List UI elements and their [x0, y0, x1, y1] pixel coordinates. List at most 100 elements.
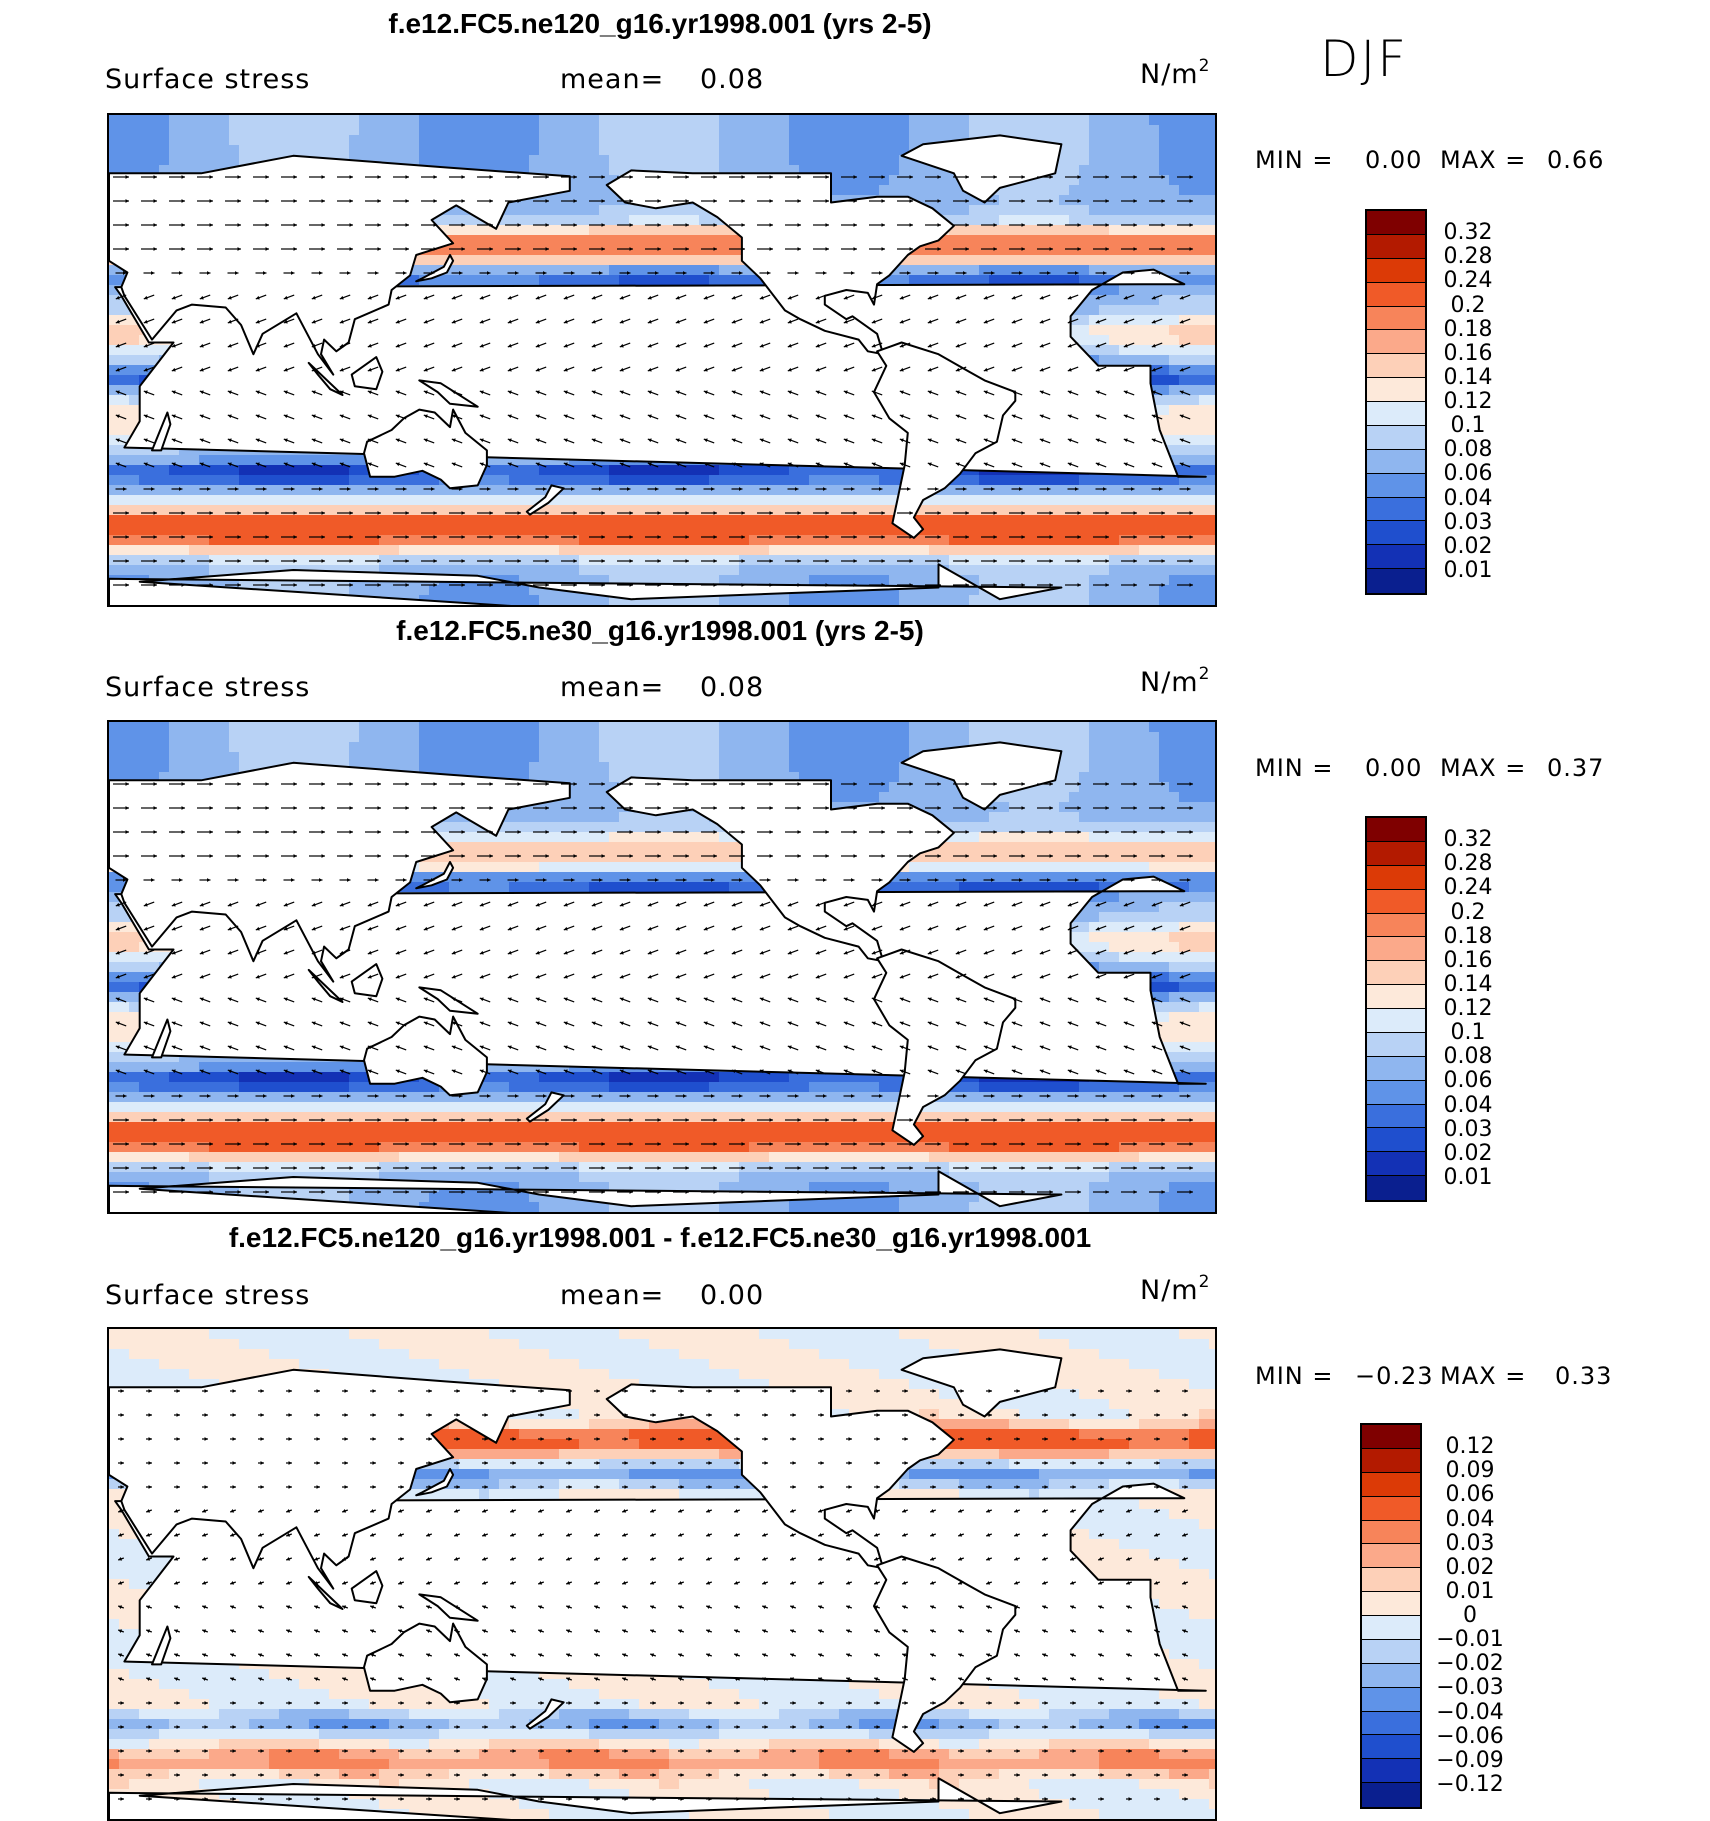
- field-cell: [1089, 135, 1100, 146]
- field-cell: [1069, 165, 1080, 176]
- field-cell: [269, 455, 280, 466]
- field-cell: [369, 135, 380, 146]
- field-cell: [939, 265, 950, 276]
- field-cell: [499, 135, 510, 146]
- field-cell: [1199, 275, 1210, 286]
- field-cell: [1199, 535, 1210, 546]
- field-cell: [989, 125, 1000, 136]
- field-cell: [1209, 465, 1215, 476]
- field-cell: [1109, 175, 1120, 186]
- field-cell: [429, 155, 440, 166]
- field-cell: [919, 165, 930, 176]
- field-cell: [979, 215, 990, 226]
- field-cell: [279, 525, 290, 536]
- field-cell: [1169, 125, 1180, 136]
- field-cell: [619, 475, 630, 486]
- field-cell: [1209, 195, 1215, 206]
- field-cell: [569, 155, 580, 166]
- field-cell: [879, 525, 890, 536]
- field-cell: [479, 235, 490, 246]
- field-cell: [249, 475, 260, 486]
- field-cell: [219, 555, 230, 566]
- field-cell: [959, 475, 970, 486]
- field-cell: [599, 275, 610, 286]
- field-cell: [559, 515, 570, 526]
- field-cell: [919, 125, 930, 136]
- field-cell: [1059, 225, 1070, 236]
- field-cell: [199, 155, 210, 166]
- field-cell: [179, 525, 190, 536]
- field-cell: [659, 545, 670, 556]
- field-cell: [1159, 245, 1170, 256]
- field-cell: [1189, 275, 1200, 286]
- field-cell: [539, 225, 550, 236]
- field-cell: [319, 145, 330, 156]
- field-cell: [179, 515, 190, 526]
- field-cell: [559, 215, 570, 226]
- field-cell: [1079, 265, 1090, 276]
- field-cell: [1209, 395, 1215, 406]
- field-cell: [179, 495, 190, 506]
- field-cell: [1029, 195, 1040, 206]
- field-cell: [399, 555, 410, 566]
- field-cell: [1139, 235, 1150, 246]
- field-cell: [1179, 495, 1190, 506]
- field-cell: [119, 495, 130, 506]
- field-cell: [539, 475, 550, 486]
- field-cell: [1029, 225, 1040, 236]
- field-cell: [199, 145, 210, 156]
- field-cell: [1159, 195, 1170, 206]
- field-cell: [889, 545, 900, 556]
- field-cell: [1099, 205, 1110, 216]
- field-cell: [1179, 405, 1190, 416]
- field-cell: [749, 155, 760, 166]
- field-cell: [719, 515, 730, 526]
- field-cell: [999, 195, 1010, 206]
- field-cell: [289, 125, 300, 136]
- field-cell: [709, 495, 720, 506]
- field-cell: [1099, 525, 1110, 536]
- field-cell: [1159, 285, 1170, 296]
- field-cell: [1189, 325, 1200, 336]
- field-cell: [179, 125, 190, 136]
- field-cell: [1119, 165, 1130, 176]
- field-cell: [199, 505, 210, 516]
- field-cell: [209, 545, 220, 556]
- field-cell: [459, 155, 470, 166]
- field-cell: [609, 475, 620, 486]
- field-cell: [1109, 135, 1120, 146]
- field-cell: [329, 495, 340, 506]
- field-cell: [1199, 435, 1210, 446]
- field-cell: [509, 115, 520, 126]
- field-cell: [1169, 335, 1180, 346]
- field-cell: [1049, 115, 1060, 126]
- field-cell: [189, 145, 200, 156]
- field-cell: [1009, 225, 1020, 236]
- field-cell: [899, 185, 910, 196]
- field-cell: [1039, 255, 1050, 266]
- field-cell: [839, 185, 850, 196]
- field-cell: [269, 125, 280, 136]
- field-cell: [459, 515, 470, 526]
- field-cell: [1069, 475, 1080, 486]
- field-cell: [839, 145, 850, 156]
- field-cell: [849, 135, 860, 146]
- field-cell: [919, 115, 930, 126]
- field-cell: [579, 185, 590, 196]
- field-cell: [949, 195, 960, 206]
- field-cell: [1139, 225, 1150, 236]
- field-cell: [279, 475, 290, 486]
- field-cell: [189, 495, 200, 506]
- field-cell: [619, 215, 630, 226]
- field-cell: [519, 235, 530, 246]
- field-cell: [939, 515, 950, 526]
- field-cell: [239, 525, 250, 536]
- field-cell: [349, 145, 360, 156]
- field-cell: [959, 235, 970, 246]
- field-cell: [249, 465, 260, 476]
- field-cell: [1189, 365, 1200, 376]
- field-cell: [1139, 145, 1150, 156]
- field-cell: [269, 525, 280, 536]
- field-cell: [1159, 165, 1170, 176]
- field-cell: [679, 485, 690, 496]
